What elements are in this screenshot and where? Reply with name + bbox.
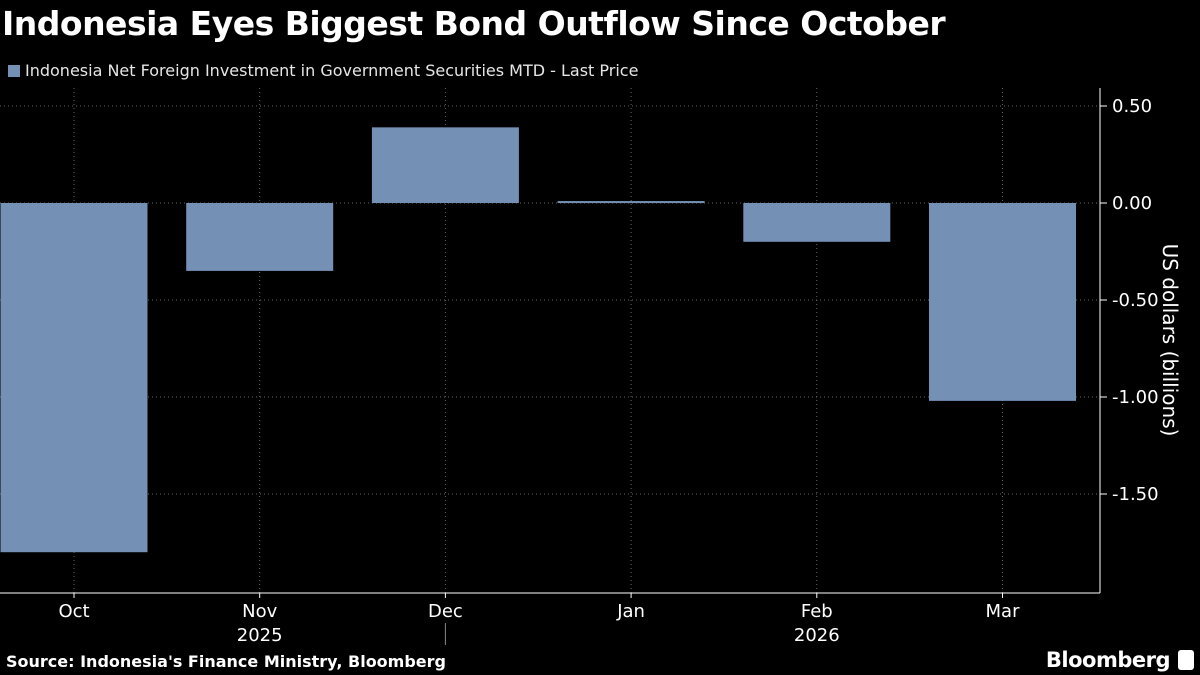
x-tick-label: Dec — [428, 601, 463, 622]
bar-nov — [186, 203, 334, 271]
x-tick-label: Oct — [58, 601, 89, 622]
x-tick-label: Nov — [242, 601, 277, 622]
y-tick-label: -1.00 — [1112, 387, 1159, 408]
x-tick-label: Feb — [801, 601, 833, 622]
year-label: 2026 — [794, 625, 840, 646]
chart-title: Indonesia Eyes Biggest Bond Outflow Sinc… — [2, 4, 946, 43]
x-tick-label: Mar — [986, 601, 1021, 622]
y-tick-label: 0.50 — [1112, 96, 1152, 117]
bar-mar — [929, 203, 1076, 401]
bar-jan — [557, 201, 705, 204]
y-axis-label: US dollars (billions) — [1158, 243, 1182, 437]
y-tick-label: -0.50 — [1112, 290, 1159, 311]
bar-feb — [743, 203, 891, 242]
bar-oct — [0, 203, 148, 553]
legend: Indonesia Net Foreign Investment in Gove… — [8, 61, 638, 80]
year-label: 2025 — [237, 625, 283, 646]
x-tick-label: Jan — [616, 601, 645, 622]
legend-label: Indonesia Net Foreign Investment in Gove… — [25, 61, 639, 80]
source-note: Source: Indonesia's Finance Ministry, Bl… — [6, 652, 446, 671]
bloomberg-logo-icon — [1178, 650, 1194, 670]
bloomberg-logo: Bloomberg — [1045, 648, 1171, 672]
bar-dec — [371, 127, 519, 203]
legend-swatch — [8, 64, 20, 77]
y-tick-label: -1.50 — [1112, 484, 1159, 505]
y-tick-label: 0.00 — [1112, 193, 1152, 214]
